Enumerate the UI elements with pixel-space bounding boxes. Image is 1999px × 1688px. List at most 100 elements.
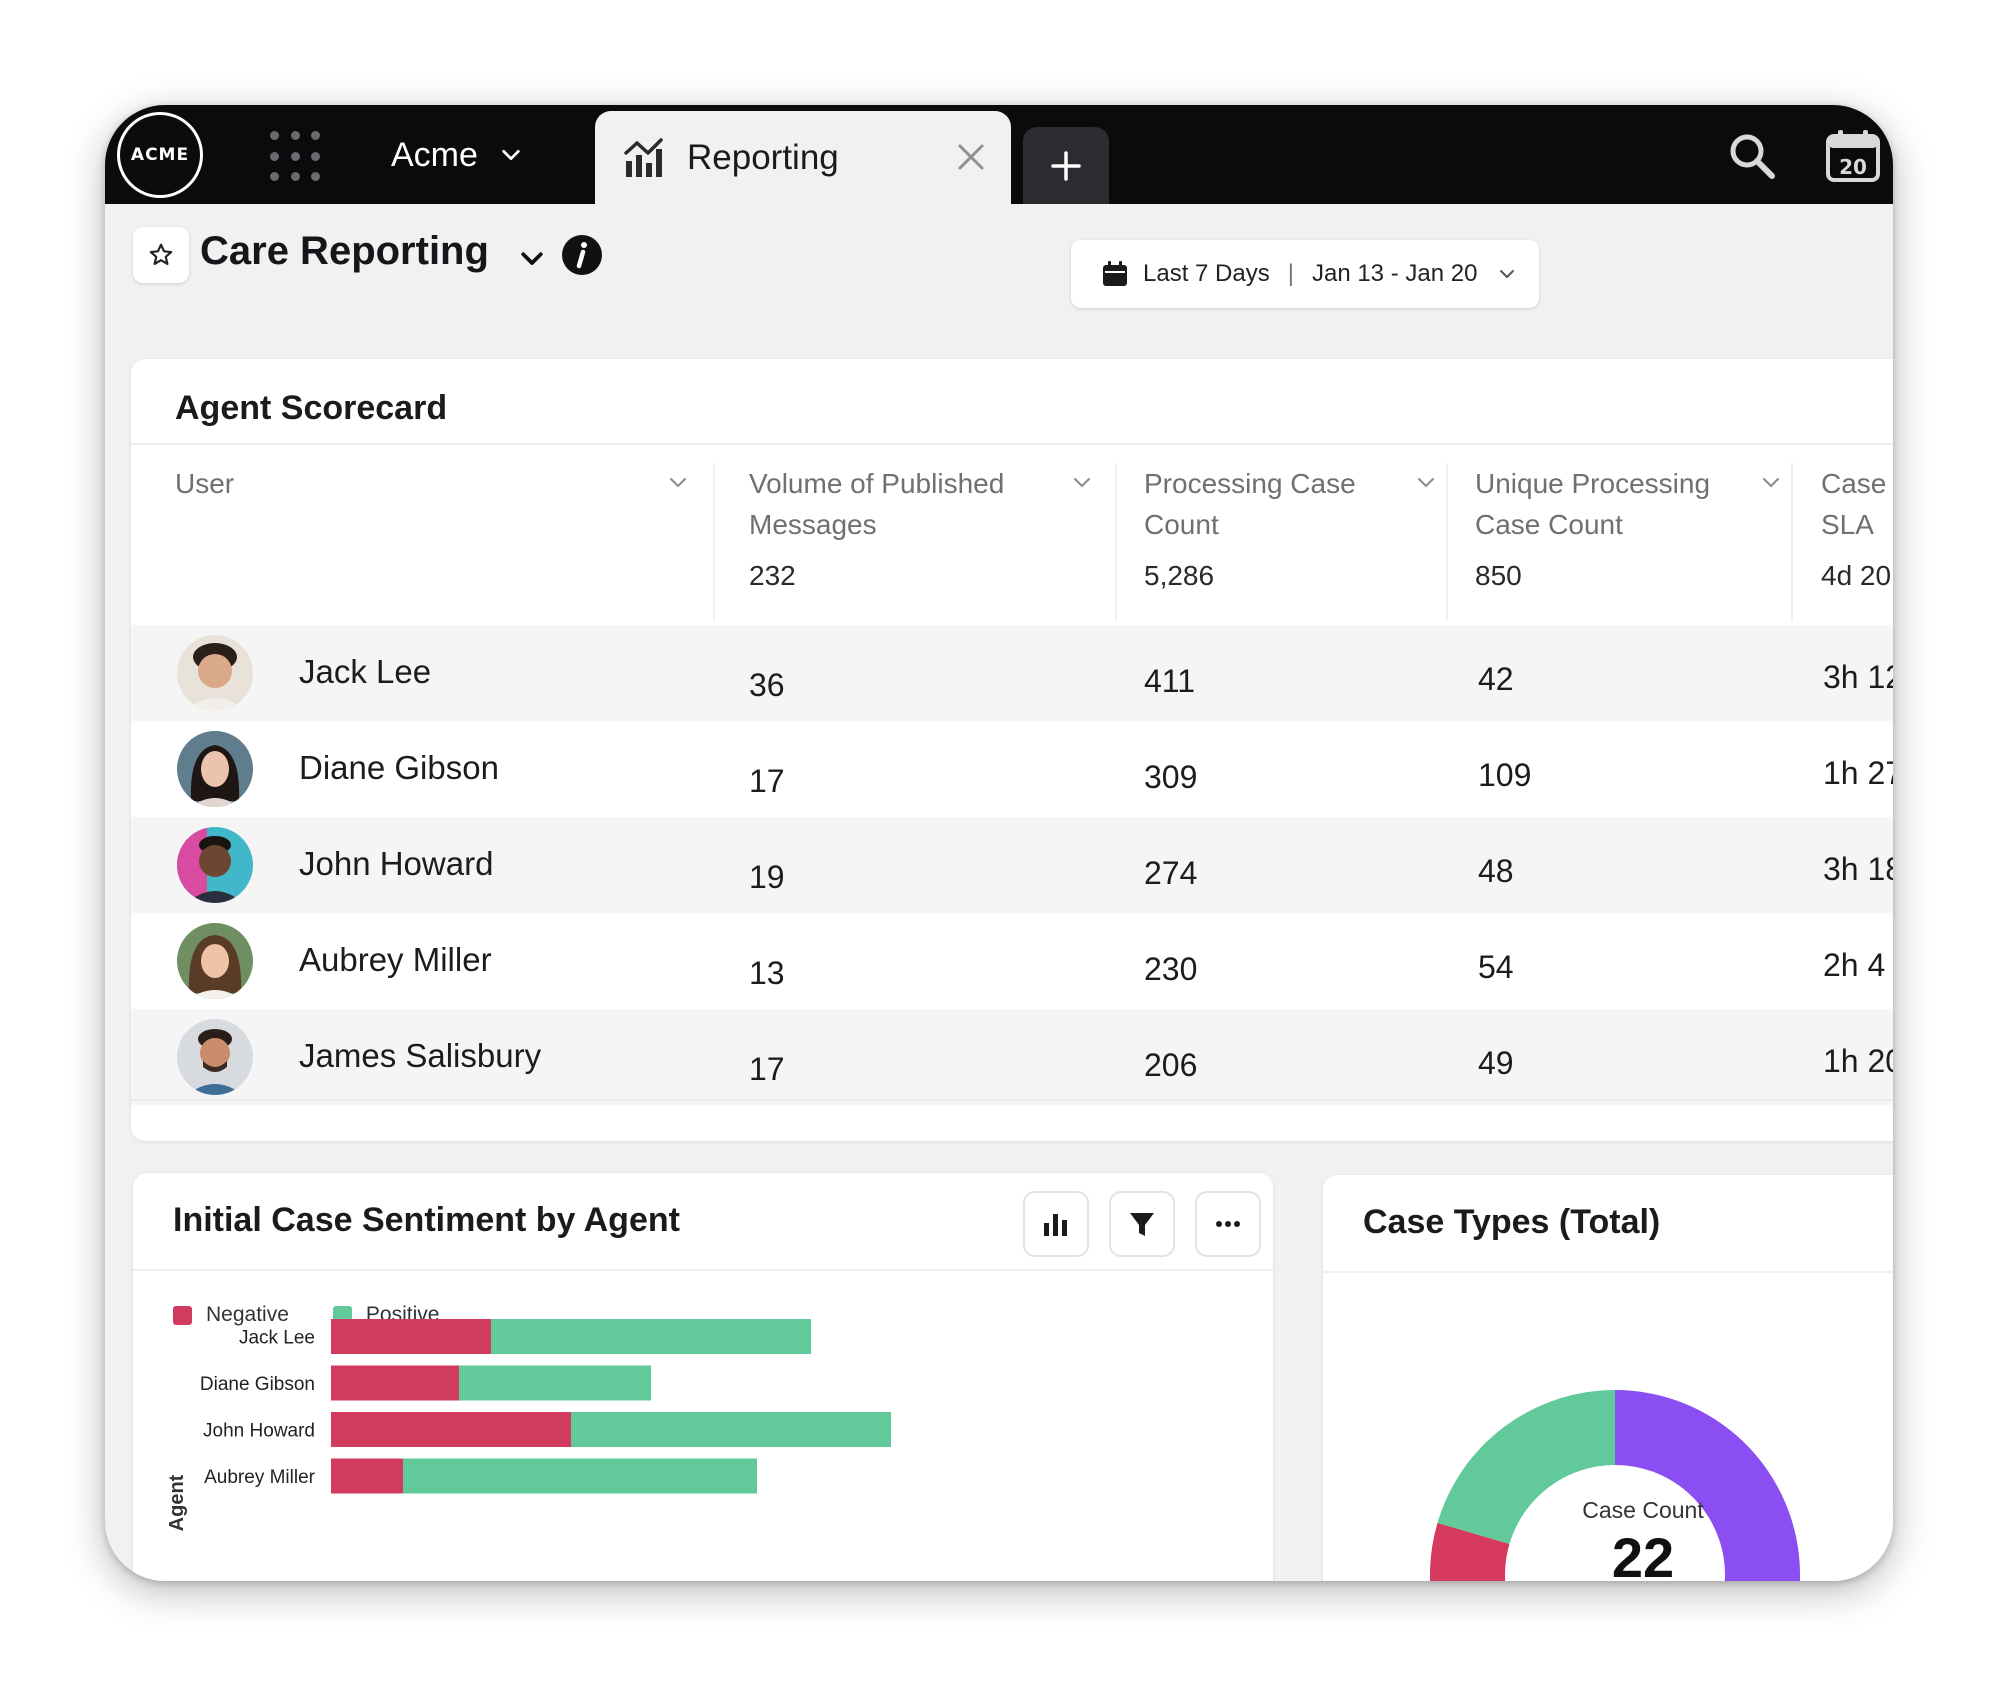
date-preset: Last 7 Days xyxy=(1143,260,1270,287)
avatar xyxy=(177,635,253,711)
date-range-value: Jan 13 - Jan 20 xyxy=(1311,260,1478,287)
chevron-down-icon[interactable] xyxy=(1071,471,1093,493)
table-row[interactable]: Jack Lee 36 411 42 3h 12 xyxy=(131,625,1893,721)
scorecard-title: Agent Scorecard xyxy=(175,389,448,427)
category-label: Jack Lee xyxy=(239,1328,315,1349)
more-icon xyxy=(1216,1221,1240,1227)
column-header-label: Case Count xyxy=(1475,509,1623,540)
bar-positive[interactable] xyxy=(491,1319,811,1354)
top-navigation-bar: ACME Acme Reporting xyxy=(105,105,1893,205)
volume-cell: 17 xyxy=(749,1051,785,1087)
divider xyxy=(1323,1271,1893,1273)
donut-slice[interactable] xyxy=(1437,1390,1615,1545)
add-tab-button[interactable] xyxy=(1023,127,1109,204)
column-header-label: Count xyxy=(1144,509,1219,540)
donut-slice[interactable] xyxy=(1430,1522,1532,1581)
calendar-day: 20 xyxy=(1839,155,1867,179)
acme-logo[interactable]: ACME xyxy=(117,112,203,198)
chevron-down-icon[interactable] xyxy=(517,243,547,273)
avatar xyxy=(177,1019,253,1095)
case-types-donut-chart xyxy=(1430,1390,1800,1581)
bar-negative[interactable] xyxy=(331,1319,491,1354)
bar-positive[interactable] xyxy=(403,1458,757,1494)
unique-cell: 54 xyxy=(1478,949,1514,985)
search-icon[interactable] xyxy=(1727,131,1777,181)
bar-negative[interactable] xyxy=(331,1458,403,1494)
category-label: John Howard xyxy=(203,1421,315,1442)
sla-cell: 1h 20 xyxy=(1823,1043,1893,1079)
bar-negative[interactable] xyxy=(331,1365,459,1401)
date-separator: | xyxy=(1287,260,1294,287)
column-header-label: Messages xyxy=(749,509,877,540)
volume-cell: 36 xyxy=(749,667,785,703)
unique-cell: 49 xyxy=(1478,1045,1514,1081)
table-row[interactable]: John Howard 19 274 48 3h 18 xyxy=(131,817,1893,913)
divider xyxy=(131,1099,1893,1101)
bar-positive[interactable] xyxy=(571,1412,891,1447)
favorite-button[interactable] xyxy=(133,227,189,283)
column-separator xyxy=(1446,463,1448,621)
category-label: Diane Gibson xyxy=(200,1374,315,1395)
close-icon[interactable] xyxy=(953,139,989,175)
processing-cell: 206 xyxy=(1144,1047,1198,1083)
info-icon[interactable] xyxy=(560,233,604,277)
sentiment-title: Initial Case Sentiment by Agent xyxy=(173,1201,680,1239)
volume-cell: 17 xyxy=(749,763,785,799)
apps-grid-icon[interactable] xyxy=(270,131,322,183)
column-total: 4d 20 xyxy=(1821,560,1892,591)
plus-icon xyxy=(1051,150,1081,181)
app-window: ACME Acme Reporting xyxy=(105,105,1893,1581)
agent-name: John Howard xyxy=(299,845,494,882)
sla-cell: 2h 4 xyxy=(1823,947,1886,983)
column-header-user[interactable]: User xyxy=(175,463,234,504)
bar-chart-icon xyxy=(1044,1214,1067,1236)
table-row[interactable]: Diane Gibson 17 309 109 1h 27 xyxy=(131,721,1893,817)
chevron-down-icon xyxy=(1500,270,1515,278)
column-total: 5,286 xyxy=(1144,560,1215,591)
date-range-picker[interactable]: Last 7 Days | Jan 13 - Jan 20 xyxy=(1071,240,1539,308)
column-header-case-sla[interactable]: Case SLA 4d 20 xyxy=(1821,463,1891,596)
unique-cell: 109 xyxy=(1478,757,1532,793)
chevron-down-icon[interactable] xyxy=(667,471,689,493)
avatar xyxy=(177,923,253,999)
column-header-unique[interactable]: Unique Processing Case Count 850 xyxy=(1475,463,1710,596)
unique-cell: 42 xyxy=(1478,661,1514,697)
table-row[interactable]: James Salisbury 17 206 49 1h 20 xyxy=(131,1009,1893,1105)
tab-reporting[interactable]: Reporting xyxy=(595,111,1011,205)
calendar-icon[interactable]: 20 xyxy=(1825,129,1881,183)
column-header-label: Processing Case xyxy=(1144,468,1356,499)
legend-item-negative[interactable]: Negative xyxy=(173,1303,289,1327)
volume-cell: 19 xyxy=(749,859,785,895)
sentiment-bar-chart: Agent Jack Lee Diane Gibson John Howard Aubr… xyxy=(166,1319,891,1531)
column-separator xyxy=(1791,463,1793,621)
y-axis-label: Agent xyxy=(166,1474,188,1531)
page-title: Care Reporting xyxy=(200,229,489,273)
more-options-button[interactable] xyxy=(1195,1191,1261,1257)
processing-cell: 274 xyxy=(1144,855,1198,891)
divider xyxy=(133,1269,1273,1271)
filter-button[interactable] xyxy=(1109,1191,1175,1257)
column-header-processing[interactable]: Processing Case Count 5,286 xyxy=(1144,463,1356,596)
processing-cell: 230 xyxy=(1144,951,1198,987)
avatar xyxy=(177,827,253,903)
legend-label: Negative xyxy=(206,1303,289,1326)
column-header-volume[interactable]: Volume of Published Messages 232 xyxy=(749,463,1004,596)
chevron-down-icon[interactable] xyxy=(1415,471,1437,493)
column-separator xyxy=(713,463,715,621)
workspace-switcher[interactable]: Acme xyxy=(391,133,522,177)
column-total: 850 xyxy=(1475,560,1522,591)
table-row[interactable]: Aubrey Miller 13 230 54 2h 4 xyxy=(131,913,1893,1009)
category-label: Aubrey Miller xyxy=(204,1467,316,1488)
column-header-label: SLA xyxy=(1821,509,1874,540)
agent-name: Aubrey Miller xyxy=(299,941,492,978)
bar-positive[interactable] xyxy=(459,1365,651,1401)
bar-negative[interactable] xyxy=(331,1412,571,1447)
agent-name: Diane Gibson xyxy=(299,749,499,786)
avatar xyxy=(177,731,253,807)
agent-name: Jack Lee xyxy=(299,653,432,690)
chart-type-button[interactable] xyxy=(1023,1191,1089,1257)
donut-slice[interactable] xyxy=(1615,1390,1800,1581)
processing-cell: 411 xyxy=(1144,663,1196,699)
chevron-down-icon[interactable] xyxy=(1760,471,1782,493)
star-icon xyxy=(149,243,173,265)
